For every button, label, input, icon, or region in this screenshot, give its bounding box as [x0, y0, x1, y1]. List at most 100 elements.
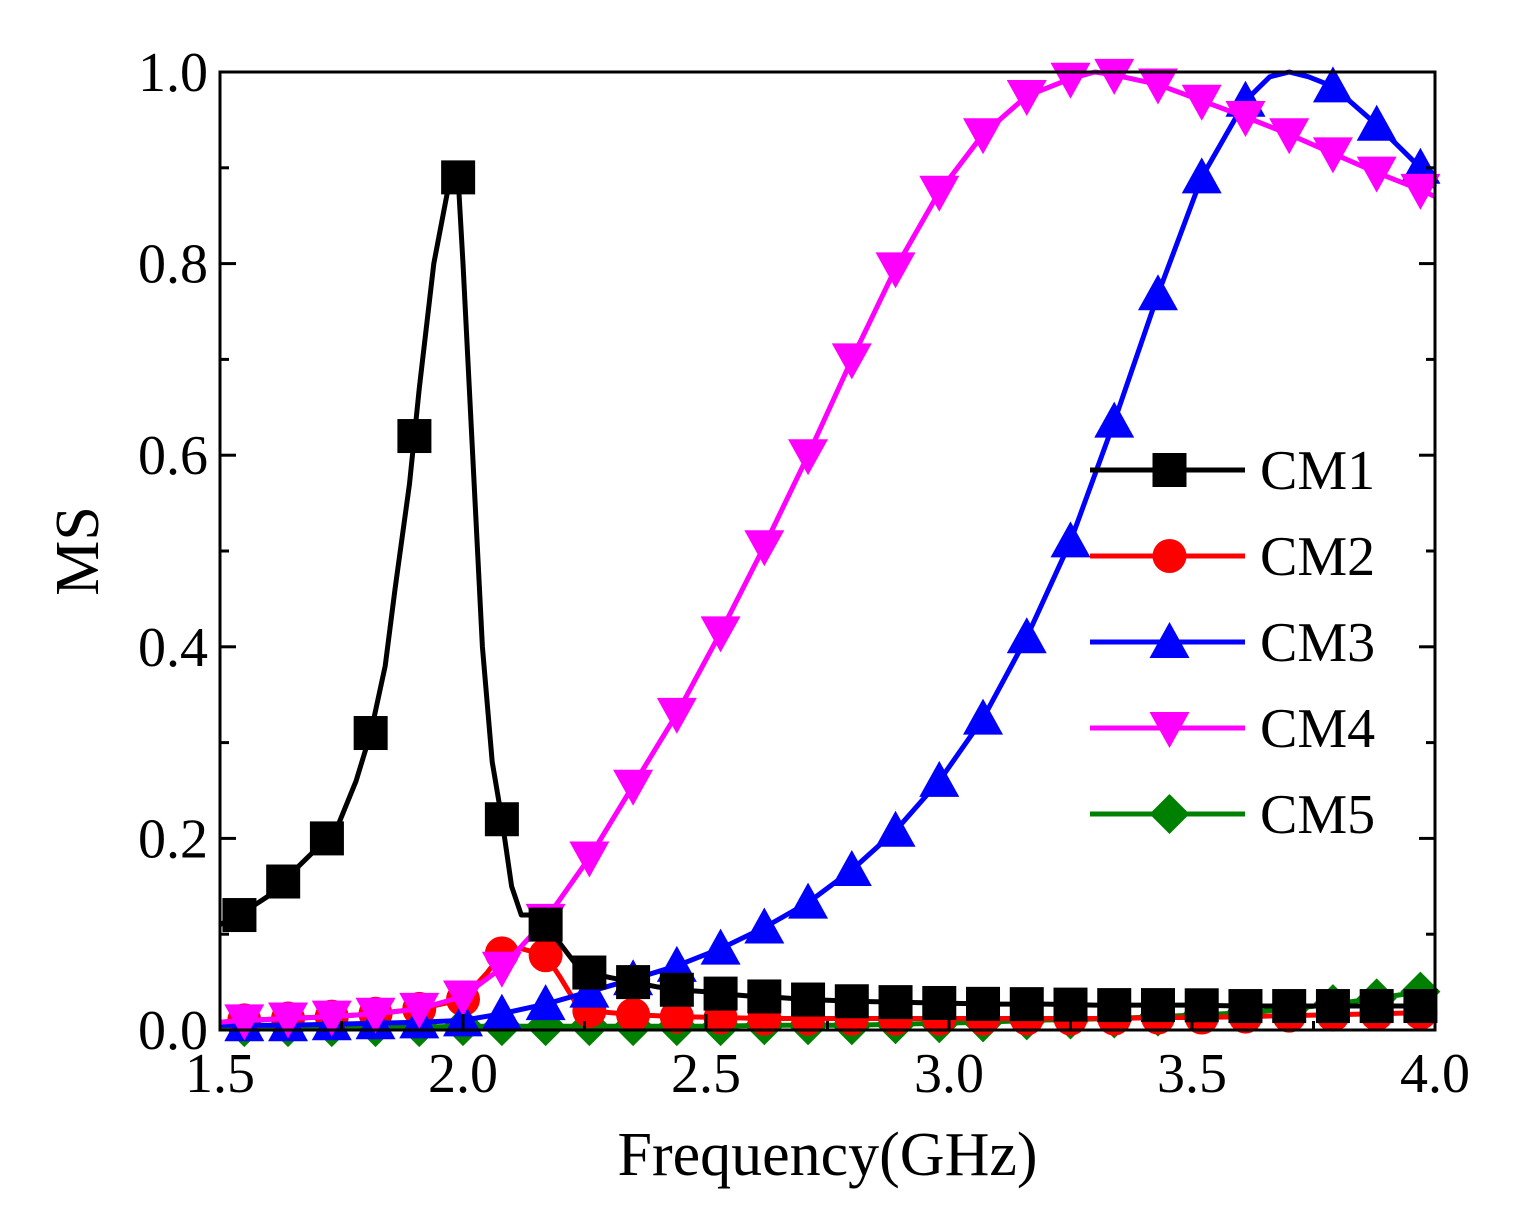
data-point-cm4 [919, 175, 960, 212]
data-point-cm3 [1312, 66, 1353, 103]
data-point-cm4 [963, 118, 1004, 155]
data-point-cm1 [878, 985, 913, 1020]
data-point-cm1 [922, 985, 957, 1020]
x-tick-label: 1.5 [185, 1043, 255, 1105]
x-tick-label: 2.0 [428, 1043, 498, 1105]
data-point-cm1 [397, 419, 432, 454]
legend-marker [1149, 794, 1190, 834]
data-point-cm3 [569, 971, 610, 1008]
data-point-cm4 [311, 1000, 352, 1037]
data-point-cm4 [744, 530, 785, 567]
x-axis-title: Frequency(GHz) [617, 1121, 1037, 1189]
data-point-cm3 [744, 907, 785, 944]
data-point-cm3 [919, 760, 960, 797]
data-point-cm1 [1053, 987, 1088, 1022]
data-point-cm3 [831, 850, 872, 887]
legend-item-cm5: CM5 [1090, 784, 1375, 846]
data-point-cm1 [791, 982, 826, 1017]
data-point-cm4 [1312, 137, 1353, 174]
data-point-cm3 [1137, 274, 1178, 311]
data-point-cm1 [1097, 988, 1132, 1023]
x-tick-label: 3.0 [914, 1043, 984, 1105]
data-point-cm4 [1356, 156, 1397, 193]
legend-label: CM1 [1260, 440, 1375, 502]
data-point-cm4 [399, 992, 440, 1029]
legend-item-cm3: CM3 [1090, 612, 1375, 674]
series-cm1 [218, 160, 1438, 1024]
data-point-cm3 [700, 928, 741, 965]
data-point-cm1 [1140, 988, 1175, 1023]
series-cm3 [220, 66, 1441, 1042]
legend-marker [1152, 539, 1187, 573]
series-layer [218, 58, 1441, 1048]
data-point-cm4 [1181, 84, 1222, 121]
data-point-cm1 [747, 979, 782, 1014]
legend-label: CM4 [1260, 698, 1375, 760]
data-point-cm1 [616, 965, 651, 1000]
data-point-cm3 [1356, 104, 1397, 141]
data-point-cm2 [659, 999, 694, 1034]
y-axis-title: MS [44, 506, 112, 596]
data-point-cm1 [1184, 988, 1219, 1023]
data-point-cm4 [1269, 118, 1310, 155]
data-point-cm1 [834, 984, 869, 1019]
data-point-cm4 [268, 1002, 309, 1039]
data-point-cm1 [309, 821, 344, 856]
y-tick-label: 1.0 [138, 42, 208, 104]
data-point-cm1 [441, 160, 476, 195]
legend-marker [1149, 712, 1190, 748]
y-tick-label: 0.4 [138, 617, 208, 679]
data-point-cm1 [266, 864, 301, 899]
data-point-cm1 [1315, 989, 1350, 1024]
data-point-cm4 [831, 343, 872, 380]
data-point-cm3 [1006, 617, 1047, 654]
data-point-cm1 [1228, 989, 1263, 1024]
data-point-cm1 [353, 716, 388, 751]
series-line-cm1 [218, 165, 1435, 1009]
legend-item-cm4: CM4 [1090, 698, 1375, 760]
y-tick-label: 0.2 [138, 808, 208, 870]
legend-marker [1152, 453, 1187, 487]
legend-marker [1149, 622, 1190, 658]
series-cm4 [219, 58, 1441, 1041]
y-tick-label: 0.0 [138, 1000, 208, 1062]
data-point-cm4 [1006, 79, 1047, 116]
data-point-cm4 [224, 1004, 265, 1041]
x-tick-label: 4.0 [1400, 1043, 1470, 1105]
data-point-cm3 [788, 882, 829, 919]
x-tick-label: 3.5 [1157, 1043, 1227, 1105]
y-tick-label: 0.8 [138, 234, 208, 296]
y-tick-label: 0.6 [138, 425, 208, 487]
data-point-cm4 [355, 997, 396, 1034]
data-point-cm3 [525, 984, 566, 1021]
data-point-cm3 [963, 698, 1004, 735]
legend-item-cm1: CM1 [1090, 440, 1375, 502]
axes-layer: 1.5 2.0 2.5 3.0 3.5 4.0 0.0 0.2 0.4 0.6 0.8 1.0 [138, 42, 1470, 1105]
data-point-cm1 [703, 976, 738, 1011]
data-point-cm1 [1359, 989, 1394, 1024]
data-point-cm1 [222, 898, 257, 933]
data-point-cm1 [659, 972, 694, 1007]
data-point-cm1 [572, 955, 607, 990]
data-point-cm4 [1094, 58, 1135, 95]
data-point-cm2 [528, 938, 563, 973]
data-point-cm4 [788, 439, 829, 476]
data-point-cm1 [1272, 989, 1307, 1024]
data-point-cm4 [613, 769, 654, 806]
x-tick-label: 2.5 [671, 1043, 741, 1105]
legend-label: CM3 [1260, 612, 1375, 674]
data-point-cm1 [484, 802, 519, 837]
data-point-cm4 [1400, 173, 1441, 210]
data-point-cm3 [1181, 157, 1222, 194]
data-point-cm1 [966, 986, 1001, 1021]
legend: CM1 CM2 CM3 CM4 CM5 [1090, 440, 1375, 846]
data-point-cm4 [1225, 101, 1266, 138]
data-point-cm4 [569, 841, 610, 878]
legend-label: CM2 [1260, 526, 1375, 588]
legend-label: CM5 [1260, 784, 1375, 846]
data-point-cm1 [1403, 989, 1438, 1024]
legend-item-cm2: CM2 [1090, 526, 1375, 588]
data-point-cm2 [616, 997, 651, 1032]
data-point-cm3 [1050, 521, 1091, 558]
